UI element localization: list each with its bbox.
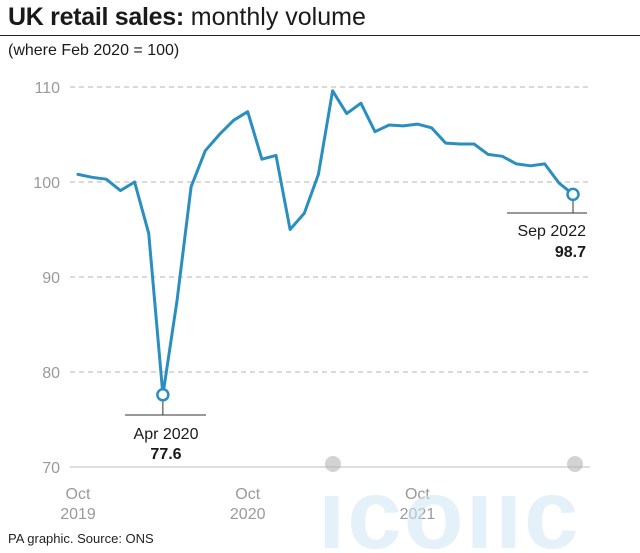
chart-title: UK retail sales: monthly volume xyxy=(8,2,366,32)
x-tick-label: 2021 xyxy=(400,506,436,523)
y-tick-label: 100 xyxy=(33,175,60,192)
iconic-watermark: ıcoııc xyxy=(318,456,583,553)
y-tick-label: 80 xyxy=(42,365,60,382)
annotation-date-label: Sep 2022 xyxy=(517,223,586,240)
y-tick-label: 110 xyxy=(34,80,60,97)
x-tick-label: Oct xyxy=(66,486,91,503)
annotation-marker xyxy=(566,187,580,202)
source-note: PA graphic. Source: ONS xyxy=(8,531,154,546)
x-tick-label: 2020 xyxy=(230,506,266,523)
chart-title-bold: UK retail sales: xyxy=(8,3,184,31)
x-tick-label: Oct xyxy=(405,486,430,503)
title-divider xyxy=(0,35,640,36)
watermark-dot xyxy=(325,456,341,472)
annotation-marker xyxy=(156,388,170,402)
chart-title-rest: monthly volume xyxy=(183,3,366,31)
series-line xyxy=(76,89,575,397)
watermark-dot xyxy=(567,456,583,472)
y-tick-label: 90 xyxy=(42,270,60,287)
x-tick-label: Oct xyxy=(235,486,260,503)
watermark-text: ıcoııc xyxy=(318,459,581,553)
annotation-value-label: 77.6 xyxy=(150,446,181,463)
annotation-value-label: 98.7 xyxy=(555,244,586,261)
x-tick-label: 2019 xyxy=(60,506,96,523)
y-tick-label: 70 xyxy=(42,460,60,477)
chart-subtitle: (where Feb 2020 = 100) xyxy=(8,42,180,59)
annotation-date-label: Apr 2020 xyxy=(134,426,199,443)
